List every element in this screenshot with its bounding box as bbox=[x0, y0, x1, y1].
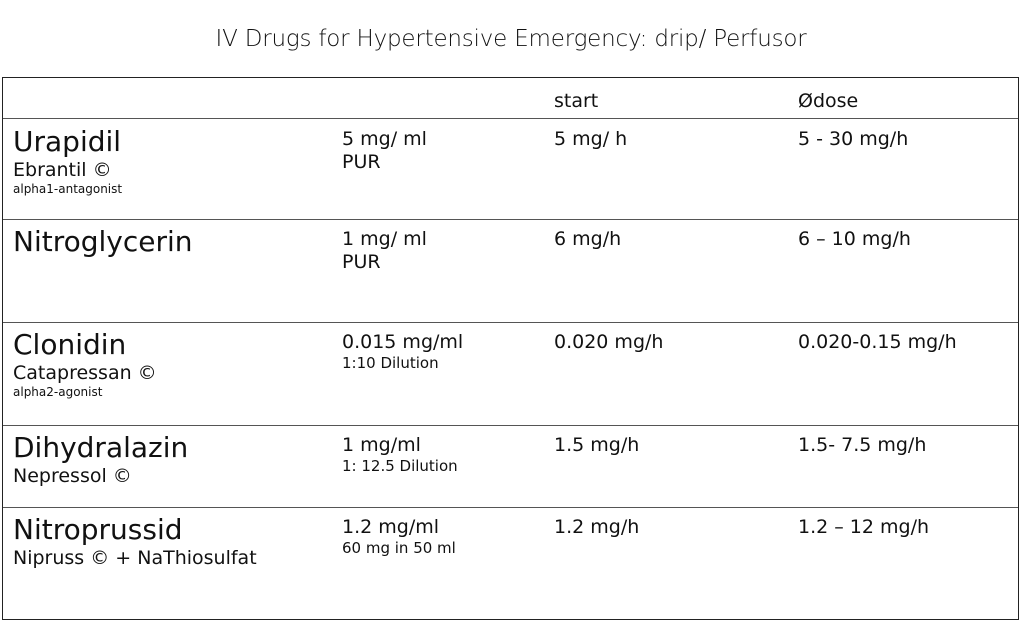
drug-name: Nitroglycerin bbox=[13, 225, 193, 258]
dose-range: 1.2 – 12 mg/h bbox=[798, 516, 930, 538]
table-row: Nitroglycerin 1 mg/ ml PUR 6 mg/h 6 – 10 mg/… bbox=[3, 219, 1018, 323]
concentration: 5 mg/ ml bbox=[342, 128, 427, 150]
brand-name: Ebrantil © bbox=[13, 159, 112, 181]
concentration-cell: 1 mg/ml 1: 12.5 Dilution bbox=[342, 425, 458, 475]
header-row: start Ødose bbox=[3, 78, 1018, 119]
table-row: Nitroprussid Nipruss © + NaThiosulfat 1.2 … bbox=[3, 507, 1018, 620]
start-dose: 1.5 mg/h bbox=[554, 434, 640, 456]
dose-range: 1.5- 7.5 mg/h bbox=[798, 434, 927, 456]
concentration: 1 mg/ml bbox=[342, 434, 421, 456]
drug-class: alpha1-antagonist bbox=[13, 182, 123, 196]
concentration: 1.2 mg/ml bbox=[342, 516, 440, 538]
brand-name: Catapressan © bbox=[13, 362, 157, 384]
start-dose: 6 mg/h bbox=[554, 228, 622, 250]
table-row: Dihydralazin Nepressol © 1 mg/ml 1: 12.5 Di… bbox=[3, 425, 1018, 508]
start-dose: 1.2 mg/h bbox=[554, 516, 640, 538]
drug-name: Clonidin bbox=[13, 328, 127, 361]
concentration: 1 mg/ ml bbox=[342, 228, 427, 250]
concentration-cell: 0.015 mg/ml 1:10 Dilution bbox=[342, 322, 463, 372]
drug-cell: Urapidil Ebrantil © alpha1-antagonist bbox=[13, 119, 122, 197]
concentration-note: 1:10 Dilution bbox=[342, 354, 439, 372]
drug-cell: Nitroprussid Nipruss © + NaThiosulfat bbox=[13, 507, 257, 569]
drug-cell: Nitroglycerin bbox=[13, 219, 193, 259]
brand-name: Nipruss © + NaThiosulfat bbox=[13, 547, 257, 569]
start-dose: 0.020 mg/h bbox=[554, 331, 664, 353]
drug-name: Nitroprussid bbox=[13, 513, 183, 546]
concentration-cell: 1 mg/ ml PUR bbox=[342, 219, 427, 273]
concentration-cell: 1.2 mg/ml 60 mg in 50 ml bbox=[342, 507, 456, 557]
header-start: start bbox=[554, 90, 599, 112]
dose-range: 0.020-0.15 mg/h bbox=[798, 331, 957, 353]
page-title: IV Drugs for Hypertensive Emergency: dri… bbox=[215, 26, 807, 52]
drug-cell: Dihydralazin Nepressol © bbox=[13, 425, 188, 487]
concentration-cell: 5 mg/ ml PUR bbox=[342, 119, 427, 173]
drug-class: alpha2-agonist bbox=[13, 385, 103, 399]
table-row: Clonidin Catapressan © alpha2-agonist 0.015… bbox=[3, 322, 1018, 426]
concentration: 0.015 mg/ml bbox=[342, 331, 464, 353]
dose-range: 6 – 10 mg/h bbox=[798, 228, 911, 250]
brand-name: Nepressol © bbox=[13, 465, 132, 487]
drug-cell: Clonidin Catapressan © alpha2-agonist bbox=[13, 322, 157, 400]
dose-range: 5 - 30 mg/h bbox=[798, 128, 909, 150]
concentration-note: 60 mg in 50 ml bbox=[342, 539, 456, 557]
drug-name: Urapidil bbox=[13, 125, 122, 158]
concentration-note: PUR bbox=[342, 151, 381, 173]
table-row: Urapidil Ebrantil © alpha1-antagonist 5 mg/… bbox=[3, 119, 1018, 220]
concentration-note: PUR bbox=[342, 251, 381, 273]
drug-table: start Ødose Urapidil Ebrantil © alpha1-ant… bbox=[2, 77, 1019, 620]
start-dose: 5 mg/ h bbox=[554, 128, 628, 150]
concentration-note: 1: 12.5 Dilution bbox=[342, 457, 458, 475]
header-dose: Ødose bbox=[798, 90, 859, 112]
drug-name: Dihydralazin bbox=[13, 431, 189, 464]
